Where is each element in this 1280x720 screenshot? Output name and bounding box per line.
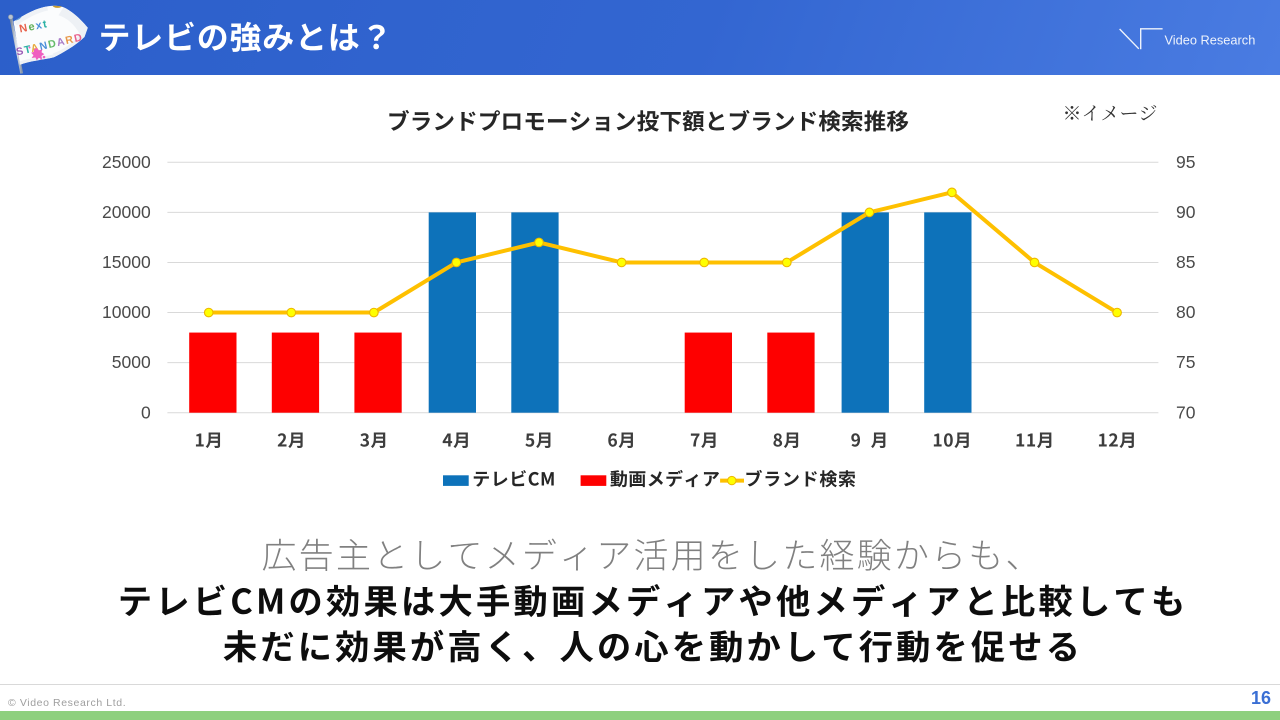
- svg-text:70: 70: [1176, 402, 1196, 422]
- svg-text:75: 75: [1176, 352, 1195, 372]
- svg-text:5000: 5000: [112, 352, 151, 372]
- svg-text:10000: 10000: [102, 302, 151, 322]
- svg-text:15000: 15000: [102, 252, 151, 272]
- svg-text:80: 80: [1176, 302, 1196, 322]
- svg-text:20000: 20000: [102, 202, 151, 222]
- svg-text:25000: 25000: [102, 152, 151, 172]
- svg-text:95: 95: [1176, 152, 1195, 172]
- svg-text:0: 0: [141, 402, 151, 422]
- svg-text:STANDARD: STANDARD: [15, 31, 84, 58]
- svg-text:Video Research: Video Research: [1165, 32, 1256, 47]
- svg-text:85: 85: [1176, 252, 1195, 272]
- svg-text:Next: Next: [18, 18, 49, 35]
- svg-text:90: 90: [1176, 202, 1196, 222]
